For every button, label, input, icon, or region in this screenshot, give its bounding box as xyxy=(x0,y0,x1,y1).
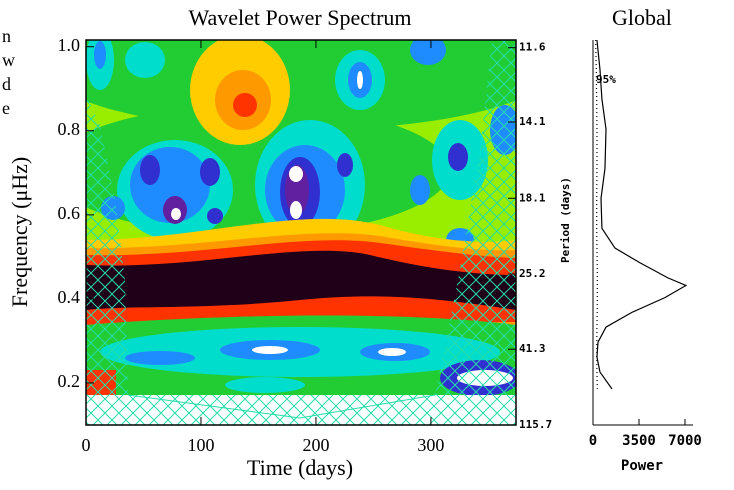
x-tick-label: 200 xyxy=(302,435,329,455)
y-axis-label: Frequency (μHz) xyxy=(7,157,32,307)
x-axis-label: Time (days) xyxy=(247,455,353,480)
y-tick-label: 0.8 xyxy=(58,119,81,139)
y2-tick-label: 25.2 xyxy=(519,267,546,280)
x-tick-label: 3500 xyxy=(622,433,656,449)
annotation: 95% xyxy=(596,73,616,86)
x-tick-label: 300 xyxy=(417,435,444,455)
y-tick-label: 1.0 xyxy=(58,35,81,55)
x-tick-label: 0 xyxy=(589,433,597,449)
y2-axis-label: Period (days) xyxy=(559,177,572,263)
y-tick-label: 0.2 xyxy=(58,371,81,391)
y2-tick-label: 14.1 xyxy=(519,115,546,128)
x-tick-label: 100 xyxy=(187,435,214,455)
y2-tick-label: 115.7 xyxy=(519,418,552,431)
chart-title: Global xyxy=(612,5,672,30)
chart-title: Wavelet Power Spectrum xyxy=(188,5,411,30)
text-fragment: w xyxy=(2,50,15,70)
text-fragment: n xyxy=(2,26,11,46)
x-tick-label: 7000 xyxy=(668,433,702,449)
significance-line xyxy=(595,39,598,389)
x-axis-label: Power xyxy=(621,458,663,474)
x-tick-label: 0 xyxy=(82,435,91,455)
wavelet-field xyxy=(86,40,516,425)
text-fragment: d xyxy=(2,74,11,94)
y2-tick-label: 18.1 xyxy=(519,191,546,204)
y2-tick-label: 41.3 xyxy=(519,342,546,355)
y2-tick-label: 11.6 xyxy=(519,41,546,54)
y-tick-label: 0.6 xyxy=(58,203,81,223)
text-fragment: e xyxy=(2,98,10,118)
y-tick-label: 0.4 xyxy=(58,287,81,307)
global-power-line xyxy=(596,39,688,390)
plot-frame xyxy=(85,39,517,426)
